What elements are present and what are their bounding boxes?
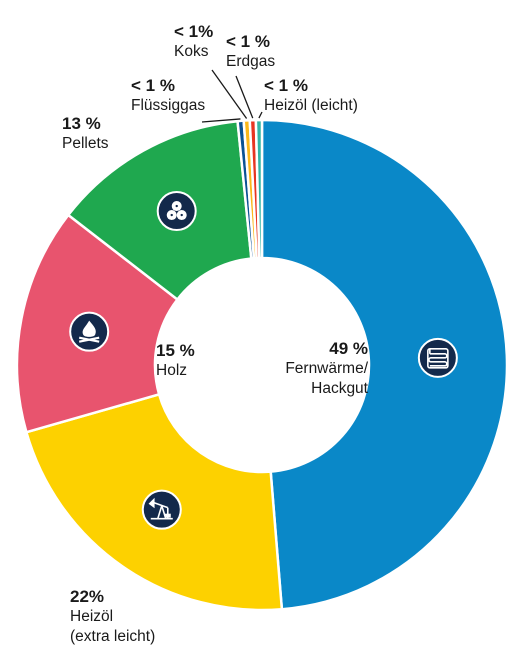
holz-name: Holz [156, 362, 188, 379]
holz-percent: 15 % [156, 341, 195, 360]
erdgas-name: Erdgas [226, 53, 276, 70]
label-fluessiggas: < 1 % Flüssiggas [131, 76, 205, 116]
heizoel-extra-line1: Heizöl [70, 608, 114, 625]
label-heizoel-leicht: < 1 % Heizöl (leicht) [264, 76, 358, 116]
label-erdgas: < 1 % Erdgas [226, 32, 275, 72]
slice-fernw-rme-hackgut [260, 118, 509, 611]
heizoel-leicht-percent: < 1 % [264, 76, 308, 95]
leader-lines [201, 69, 263, 123]
heizoel-extra-percent: 22% [70, 587, 105, 606]
heizoel-leicht-name: Heizöl (leicht) [264, 97, 358, 114]
fluessiggas-percent: < 1 % [131, 76, 175, 95]
slice-icons [69, 191, 458, 530]
label-fernwaerme: 49 % Fernwärme/ Hackgut [268, 339, 368, 399]
heat-exchanger-icon [417, 337, 458, 378]
slice-heiz-l-leicht [254, 118, 264, 260]
heizoel-extra-line2: (extra leicht) [70, 628, 156, 645]
donut-slices [15, 118, 509, 612]
fernwaerme-line2: Hackgut [311, 380, 368, 397]
leader-fl-ssiggas [201, 118, 241, 123]
koks-name: Koks [174, 43, 209, 60]
koks-percent: < 1% [174, 22, 214, 41]
erdgas-percent: < 1 % [226, 32, 270, 51]
fluessiggas-name: Flüssiggas [131, 97, 206, 114]
leader-erdgas [235, 75, 254, 119]
label-holz: 15 % Holz [156, 341, 195, 381]
pellets-name: Pellets [62, 135, 109, 152]
leader-koks [211, 69, 248, 119]
label-koks: < 1% Koks [174, 22, 213, 62]
fernwaerme-percent: 49 % [329, 339, 368, 358]
label-pellets: 13 % Pellets [62, 114, 109, 154]
campfire-icon [69, 311, 110, 352]
oil-pump-icon [141, 489, 182, 530]
fernwaerme-line1: Fernwärme/ [285, 360, 368, 377]
leader-heiz-l-leicht [258, 111, 263, 119]
pellets-icon [156, 191, 197, 232]
pellets-percent: 13 % [62, 114, 101, 133]
label-heizoel-extra-leicht: 22% Heizöl (extra leicht) [70, 587, 155, 647]
